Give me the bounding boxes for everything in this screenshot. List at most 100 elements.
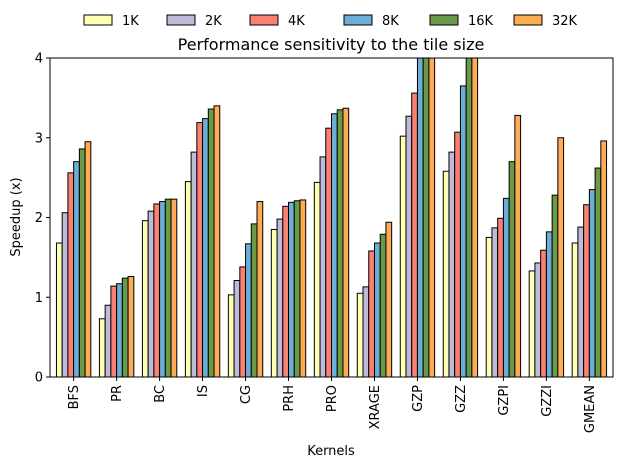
- legend-swatch-4k: [249, 14, 279, 26]
- bar-prh-1k: [270, 228, 278, 378]
- bar-gzpi-2k: [491, 227, 499, 378]
- bar-is-2k: [190, 151, 198, 378]
- legend-swatch-16k: [429, 14, 459, 26]
- y-axis: 0 1 2 3 4: [35, 52, 50, 386]
- bar-pro-8k: [331, 113, 338, 378]
- bar-gzp-2k: [405, 115, 413, 378]
- bar-pro-1k: [313, 181, 321, 378]
- bar-bfs-16k: [78, 148, 86, 378]
- bar-bc-16k: [164, 198, 172, 378]
- bar-gzpi-32k: [514, 114, 522, 378]
- y-tick-label: 2: [35, 211, 43, 226]
- y-tick-label: 3: [35, 131, 43, 146]
- bar-gzz-4k: [454, 131, 461, 378]
- bar-prh-8k: [288, 201, 295, 378]
- x-tick-label: PRO: [325, 385, 340, 412]
- bar-cg-8k: [245, 243, 252, 378]
- bars: [55, 57, 608, 378]
- y-tick-label: 1: [35, 291, 43, 306]
- x-tick-label: BC: [153, 385, 168, 403]
- bar-gzp-32k: [428, 57, 436, 378]
- bar-xrage-32k: [385, 221, 393, 378]
- bar-gzzi-2k: [534, 262, 542, 378]
- bar-is-4k: [196, 122, 204, 378]
- bar-cg-16k: [250, 223, 258, 378]
- bar-pr-4k: [110, 285, 118, 378]
- bar-is-32k: [213, 105, 221, 378]
- bar-bc-8k: [159, 201, 166, 378]
- bar-gzp-16k: [422, 57, 430, 378]
- bar-gzzi-4k: [540, 249, 547, 378]
- bar-cg-32k: [256, 201, 264, 378]
- bar-gmean-2k: [577, 226, 585, 378]
- bar-prh-2k: [276, 218, 284, 378]
- bar-gzpi-8k: [502, 197, 510, 378]
- bar-gzzi-32k: [557, 137, 565, 378]
- bar-is-1k: [184, 181, 192, 378]
- bar-gzzi-16k: [551, 194, 559, 378]
- bar-gzzi-1k: [528, 270, 536, 378]
- bar-bfs-2k: [61, 212, 69, 378]
- x-axis: BFS PR BC IS CG PRH PRO XRAGE GZP GZZ GZPI GZZI GMEA…: [67, 377, 598, 433]
- bar-bfs-4k: [67, 172, 75, 378]
- x-tick-label: PRH: [282, 385, 297, 412]
- bar-gzp-4k: [411, 92, 418, 378]
- bar-xrage-2k: [362, 286, 370, 378]
- x-tick-label: GZPI: [497, 385, 512, 416]
- bar-is-8k: [202, 118, 209, 378]
- x-tick-label: GZZI: [540, 385, 555, 417]
- bar-pr-2k: [104, 304, 112, 378]
- legend-label-4k: 4K: [288, 14, 305, 29]
- x-tick-label: GZZ: [454, 385, 469, 413]
- bar-gzpi-1k: [485, 236, 493, 378]
- bar-gmean-16k: [594, 167, 602, 378]
- bar-is-16k: [207, 108, 215, 378]
- bar-pr-32k: [127, 276, 135, 378]
- bar-pro-32k: [342, 107, 350, 378]
- legend-swatch-1k: [83, 14, 113, 26]
- bar-prh-32k: [299, 199, 307, 378]
- bar-gzp-1k: [399, 135, 407, 378]
- bar-pr-1k: [98, 318, 106, 378]
- y-tick-label: 4: [35, 52, 43, 67]
- bar-xrage-4k: [368, 250, 375, 378]
- bar-gzpi-4k: [497, 217, 504, 378]
- bar-bfs-1k: [55, 242, 63, 378]
- bar-gzz-8k: [459, 85, 467, 378]
- bar-gzp-8k: [416, 57, 424, 378]
- bar-prh-4k: [282, 205, 290, 378]
- bar-gmean-4k: [583, 204, 590, 378]
- x-tick-label: GZP: [411, 385, 426, 412]
- bar-prh-16k: [293, 200, 301, 378]
- legend-label-16k: 16K: [468, 14, 494, 29]
- bar-pro-2k: [319, 156, 327, 378]
- bar-bc-2k: [147, 210, 155, 378]
- bar-xrage-1k: [356, 292, 364, 378]
- legend-label-32k: 32K: [552, 14, 578, 29]
- legend-label-8k: 8K: [382, 14, 399, 29]
- bar-cg-1k: [227, 294, 235, 378]
- bar-pr-16k: [121, 277, 129, 378]
- x-tick-label: IS: [196, 385, 211, 397]
- bar-cg-2k: [233, 280, 241, 378]
- bar-gzpi-16k: [508, 161, 516, 378]
- bar-gzz-16k: [465, 57, 473, 378]
- bar-bfs-8k: [73, 161, 80, 378]
- x-tick-label: XRAGE: [368, 385, 383, 429]
- y-axis-label: Speedup (x): [9, 177, 24, 256]
- bar-gzzi-8k: [545, 231, 553, 378]
- bar-gmean-1k: [571, 242, 579, 378]
- bar-gzz-1k: [442, 170, 450, 378]
- y-tick-label: 0: [35, 371, 43, 386]
- legend-label-1k: 1K: [122, 14, 139, 29]
- bar-bc-32k: [170, 198, 178, 378]
- plot-frame: [49, 57, 614, 378]
- x-tick-label: PR: [110, 385, 125, 402]
- bar-bc-4k: [153, 203, 161, 378]
- bar-xrage-16k: [379, 233, 387, 378]
- bar-gmean-8k: [588, 189, 596, 378]
- x-axis-label: Kernels: [307, 444, 355, 459]
- bar-cg-4k: [239, 266, 247, 378]
- legend-label-2k: 2K: [205, 14, 222, 29]
